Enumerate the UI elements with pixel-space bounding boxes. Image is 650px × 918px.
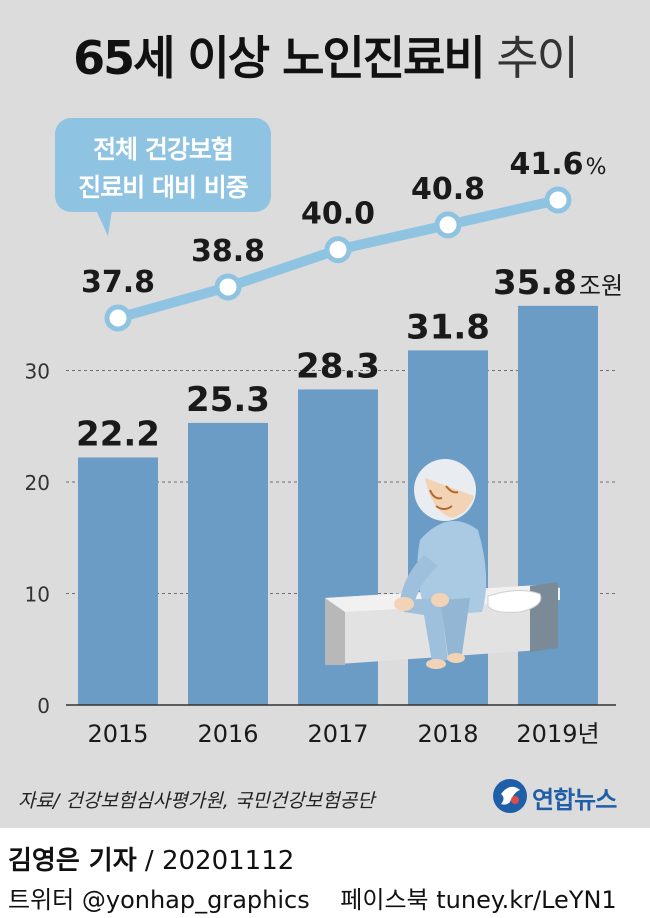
bar-2015 [78, 457, 158, 705]
line-value-label-2: 40.0 [301, 197, 375, 232]
bar-value-label-0: 22.2 [76, 414, 160, 454]
bar-unit-label: 조원 [579, 272, 623, 300]
source-text: 자료/ 건강보험심사평가원, 국민건강보험공단 [18, 790, 375, 812]
reporter-name: 김영은 기자 [8, 846, 137, 876]
bar-value-label-3: 31.8 [406, 307, 490, 347]
line-point-0 [104, 304, 132, 332]
callout-line-2: 진료비 대비 비중 [78, 173, 248, 202]
title-main: 65세 이상 노인진료비 [73, 31, 486, 85]
x-tick-label-0: 2015 [87, 720, 148, 748]
callout-box: 전체 건강보험 진료비 대비 비중 [55, 118, 271, 212]
x-tick-label-3: 2018 [417, 720, 478, 748]
brand-icon [493, 779, 527, 813]
reporter-divider: / [144, 846, 162, 876]
y-tick-label-2: 20 [25, 471, 50, 495]
line-point-2 [324, 236, 352, 264]
bar-2016 [188, 422, 268, 705]
line-unit-label: % [586, 155, 607, 180]
title-suffix: 추이 [496, 31, 579, 85]
chart-title: 65세 이상 노인진료비 추이 [0, 22, 650, 88]
callout-line-1: 전체 건강보험 [93, 135, 234, 164]
social-spacer [317, 886, 332, 914]
x-tick-label-1: 2016 [197, 720, 258, 748]
y-axis-ticks: 0 10 20 30 [25, 360, 50, 719]
line-series [104, 186, 572, 332]
line-point-1 [214, 273, 242, 301]
facebook-link: 페이스북 tuney.kr/LeYN1 [340, 886, 617, 914]
bar-value-label-2: 28.3 [296, 346, 380, 386]
callout-pointer [96, 210, 112, 236]
social-line: 트위터 @yonhap_graphics 페이스북 tuney.kr/LeYN1 [8, 880, 617, 915]
reporter-date: 20201112 [161, 846, 295, 876]
line-value-label-0: 37.8 [81, 265, 155, 300]
line-value-label-1: 38.8 [191, 234, 265, 269]
line-value-label-3: 40.8 [411, 172, 485, 207]
brand-logo: 연합뉴스 [492, 776, 642, 816]
y-tick-label-1: 10 [25, 583, 50, 607]
x-tick-label-4: 2019년 [516, 720, 599, 748]
y-tick-label-3: 30 [25, 360, 50, 384]
y-tick-label-0: 0 [37, 694, 50, 718]
x-axis-labels: 2015 2016 2017 2018 2019년 [87, 720, 599, 748]
elderly-person-illustration [325, 459, 560, 669]
line-point-4 [544, 186, 572, 214]
line-value-label-4: 41.6% [510, 147, 607, 182]
bar-value-label-4: 35.8조원 [493, 263, 623, 303]
twitter-handle: 트위터 @yonhap_graphics [8, 886, 310, 914]
reporter-line: 김영은 기자 / 20201112 [8, 840, 294, 877]
line-point-3 [434, 211, 462, 239]
bar-value-label-1: 25.3 [186, 380, 270, 420]
x-tick-label-2: 2017 [307, 720, 368, 748]
brand-name: 연합뉴스 [532, 786, 617, 814]
bar-labels: 22.2 25.3 28.3 31.835.8조원 [76, 263, 623, 455]
